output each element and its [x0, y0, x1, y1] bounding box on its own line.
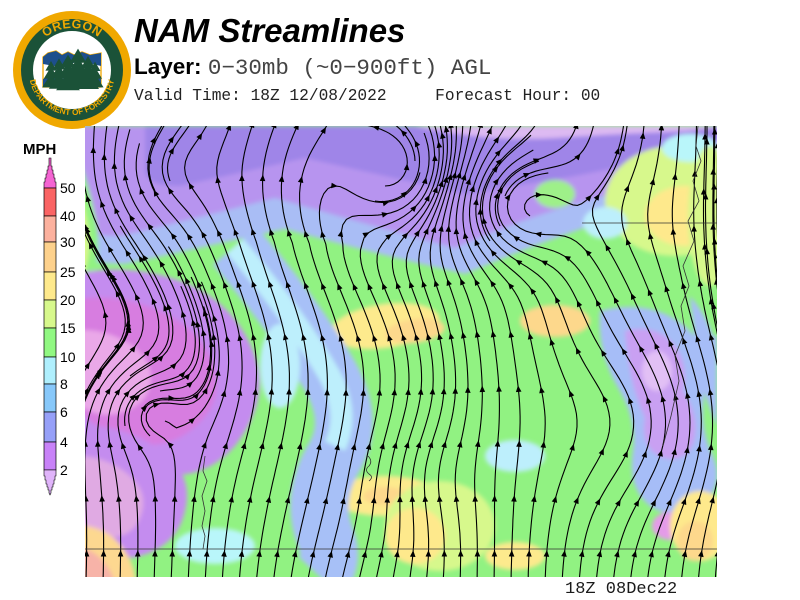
svg-text:15: 15 [60, 320, 76, 336]
svg-text:6: 6 [60, 404, 68, 420]
svg-text:2: 2 [60, 462, 68, 478]
svg-text:25: 25 [60, 264, 76, 280]
svg-text:8: 8 [60, 376, 68, 392]
svg-text:30: 30 [60, 234, 76, 250]
svg-text:4: 4 [60, 434, 68, 450]
svg-text:20: 20 [60, 292, 76, 308]
svg-text:50: 50 [60, 180, 76, 196]
svg-text:40: 40 [60, 208, 76, 224]
svg-text:10: 10 [60, 349, 76, 365]
